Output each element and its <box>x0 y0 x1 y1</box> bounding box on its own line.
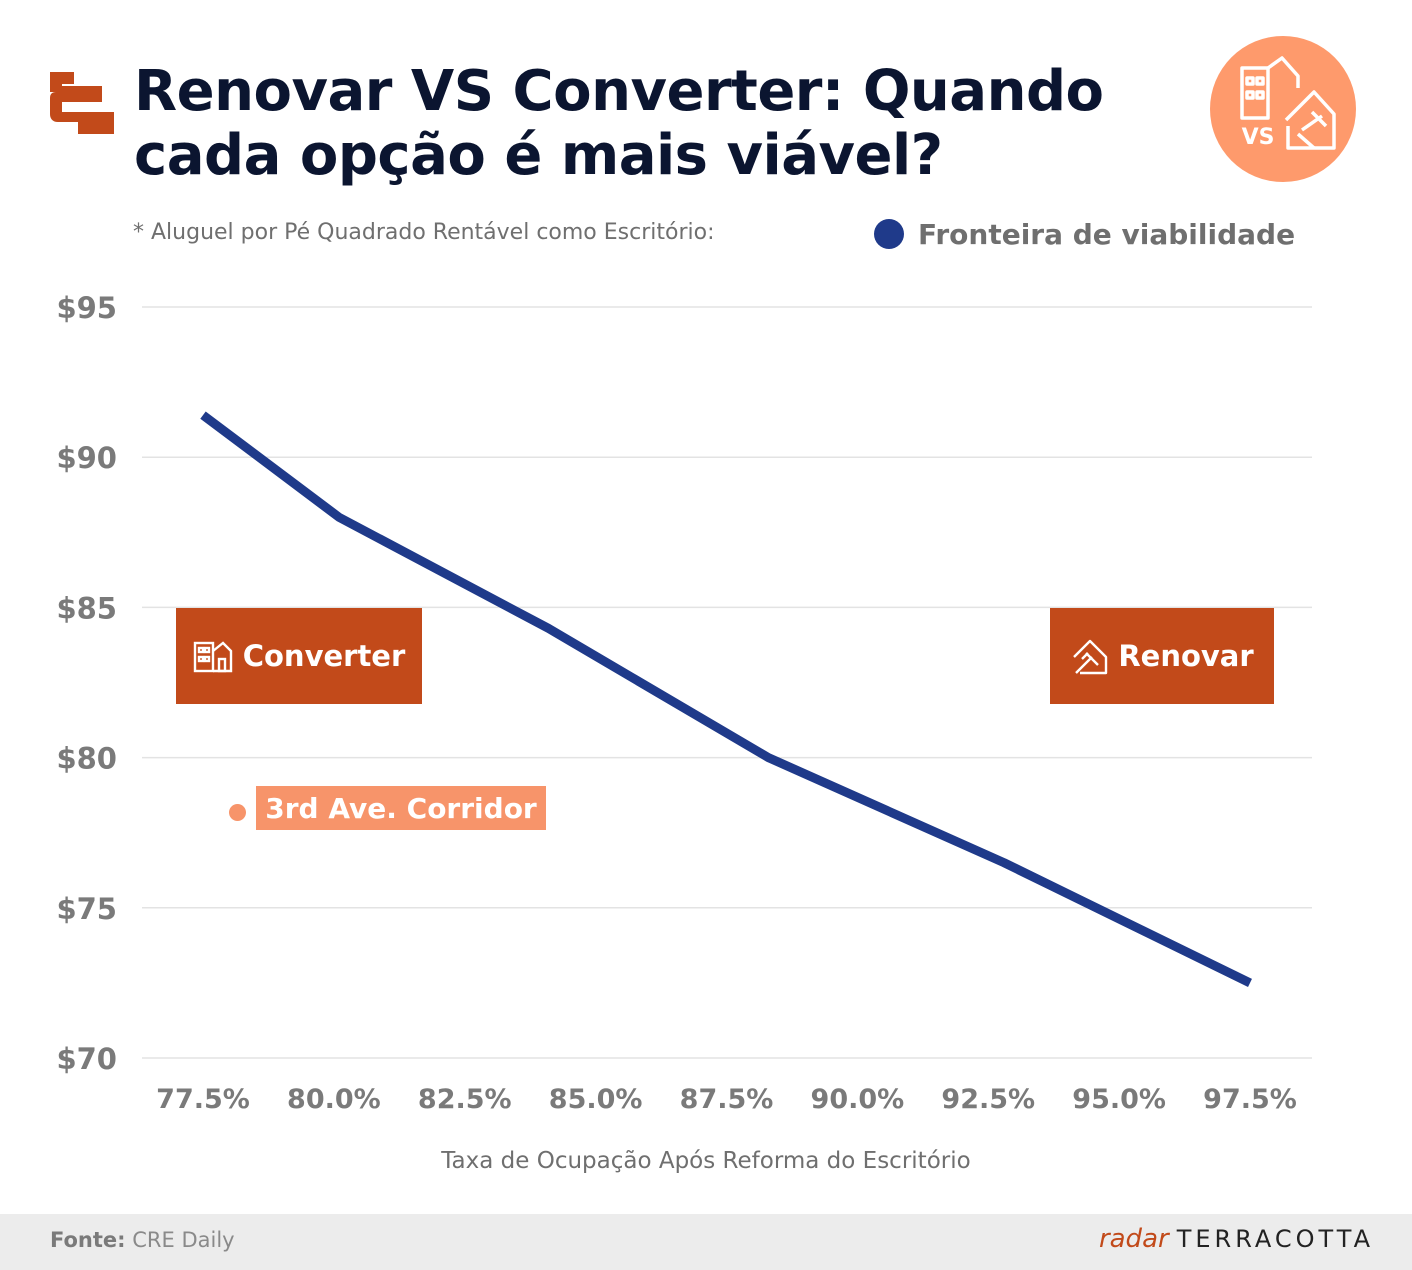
y-tick-label: $80 <box>56 742 117 776</box>
source-value: CRE Daily <box>132 1228 235 1252</box>
house-hammer-icon <box>1073 639 1108 675</box>
x-tick-label: 82.5% <box>418 1084 512 1115</box>
annotation-label: 3rd Ave. Corridor <box>256 786 546 830</box>
x-tick-label: 95.0% <box>1072 1084 1166 1115</box>
converter-region-label: Converter <box>176 608 422 704</box>
chart-subtitle: * Aluguel por Pé Quadrado Rentável como … <box>133 220 715 245</box>
footer: Fonte: CRE Daily radar TERRACOTTA <box>0 1214 1412 1270</box>
building-icon <box>193 641 232 673</box>
x-tick-label: 97.5% <box>1203 1084 1297 1115</box>
renovar-label: Renovar <box>1118 639 1254 673</box>
x-tick-label: 77.5% <box>156 1084 250 1115</box>
renovar-region-label: Renovar <box>1050 608 1274 704</box>
y-tick-label: $95 <box>56 291 117 325</box>
source-text: Fonte: CRE Daily <box>50 1228 235 1252</box>
x-tick-label: 85.0% <box>549 1084 643 1115</box>
x-tick-label: 92.5% <box>941 1084 1035 1115</box>
converter-label: Converter <box>242 639 406 673</box>
x-tick-label: 90.0% <box>811 1084 905 1115</box>
source-label: Fonte: <box>50 1228 126 1252</box>
brand-terracotta: TERRACOTTA <box>1176 1225 1374 1253</box>
y-tick-label: $90 <box>56 441 117 475</box>
brand-logo-icon <box>50 72 114 134</box>
vs-badge-icon: VS <box>1210 36 1356 182</box>
series-line <box>200 411 1252 987</box>
legend-swatch <box>874 219 904 249</box>
y-tick-label: $70 <box>56 1042 117 1076</box>
brand-wordmark: radar TERRACOTTA <box>1099 1224 1374 1254</box>
x-tick-label: 80.0% <box>287 1084 381 1115</box>
chart-legend: Fronteira de viabilidade <box>874 214 1295 254</box>
vs-text: VS <box>1242 125 1275 150</box>
brand-radar: radar <box>1098 1224 1169 1254</box>
annotation-point <box>229 804 246 821</box>
y-tick-label: $75 <box>56 892 117 926</box>
x-axis-label: Taxa de Ocupação Após Reforma do Escritó… <box>441 1148 971 1174</box>
legend-label: Fronteira de viabilidade <box>918 217 1296 251</box>
y-tick-label: $85 <box>56 591 117 625</box>
page-title: Renovar VS Converter: Quando cada opção … <box>134 59 1104 188</box>
line-chart: $70 $75 $80 $85 $90 $95 77.5% 80.0% 82.5% 85.0% 8… <box>56 291 1312 1115</box>
x-tick-label: 87.5% <box>680 1084 774 1115</box>
